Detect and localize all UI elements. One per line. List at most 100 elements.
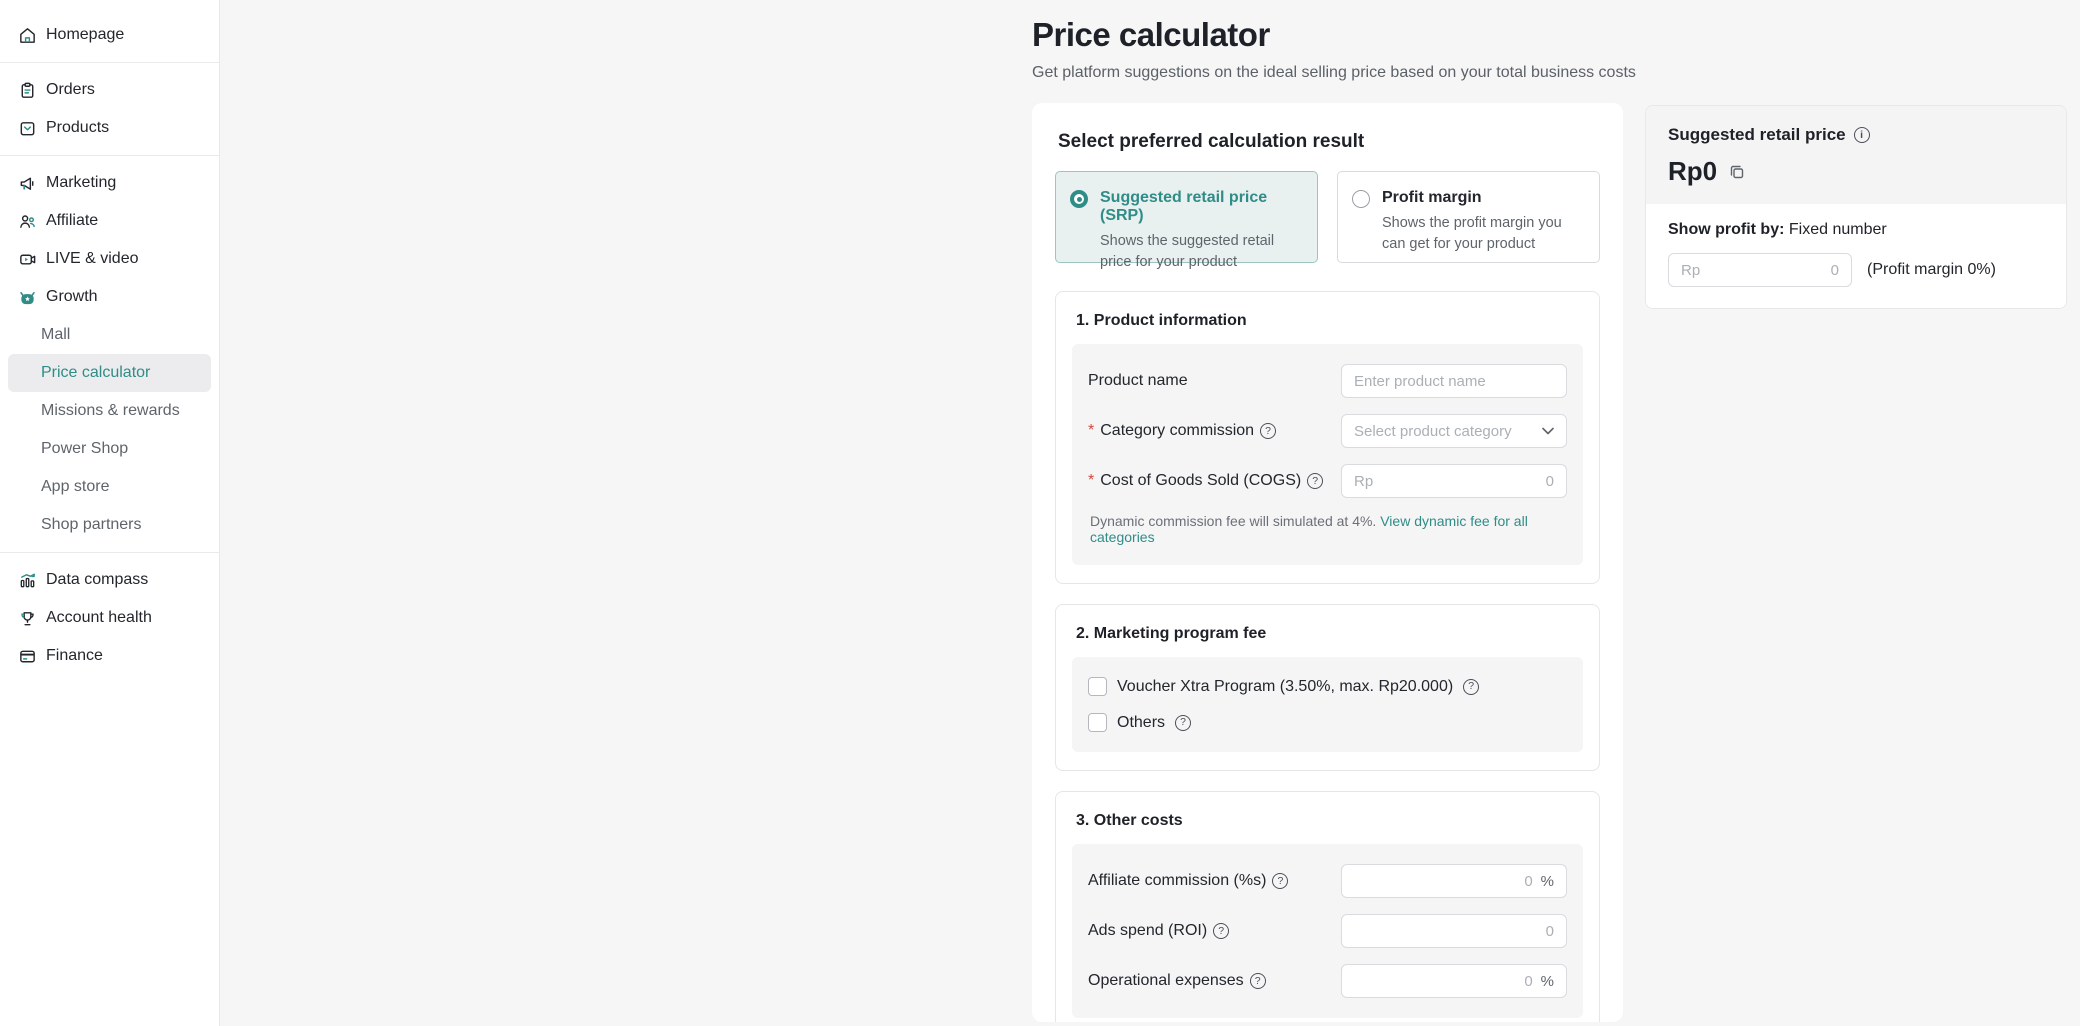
cogs-input[interactable]: Rp 0 [1341,464,1567,498]
sidebar-item-finance[interactable]: Finance [0,637,219,675]
marketing-fee-form: Voucher Xtra Program (3.50%, max. Rp20.0… [1072,657,1583,752]
sidebar-item-mall[interactable]: Mall [0,316,219,354]
sidebar-item-label: Account health [46,609,152,626]
copy-icon[interactable] [1728,163,1746,181]
show-profit-by-value[interactable]: Fixed number [1784,221,1887,238]
sidebar-item-label: Price calculator [41,364,151,381]
section-title: 1. Product information [1076,312,1247,329]
orders-icon [17,80,37,100]
others-checkbox[interactable] [1088,713,1107,732]
select-placeholder: Select product category [1354,422,1512,440]
section-other-costs: 3. Other costs Affiliate commission (%s)… [1055,791,1600,1022]
voucher-xtra-checkbox[interactable] [1088,677,1107,696]
sidebar-item-missions-rewards[interactable]: Missions & rewards [0,392,219,430]
ads-spend-input[interactable]: 0 [1341,914,1567,948]
other-costs-form: Affiliate commission (%s) ? 0 % Ads spen… [1072,844,1583,1018]
product-name-input[interactable] [1341,364,1567,398]
label-text: Cost of Goods Sold (COGS) [1100,472,1302,489]
sidebar-item-products[interactable]: Products [0,109,219,147]
sidebar-item-account-health[interactable]: Account health [0,599,219,637]
summary-bottom: Show profit by: Fixed number Rp 0 (Profi… [1646,204,2066,308]
option-title: Profit margin [1382,189,1482,206]
option-texts: Profit margin Shows the profit margin yo… [1382,189,1585,255]
sidebar-item-label: App store [41,478,110,495]
sidebar-item-power-shop[interactable]: Power Shop [0,430,219,468]
sidebar-item-orders[interactable]: Orders [0,71,219,109]
form-row-cogs: * Cost of Goods Sold (COGS) ? Rp 0 [1088,464,1567,498]
account-health-icon [17,608,37,628]
option-profit-margin[interactable]: Profit margin Shows the profit margin yo… [1337,171,1600,263]
page-header: Price calculator Get platform suggestion… [1032,16,1636,82]
sidebar-item-shop-partners[interactable]: Shop partners [0,506,219,544]
label-text: Operational expenses [1088,972,1244,989]
section-title: 3. Other costs [1076,812,1183,829]
sidebar-item-label: Marketing [46,174,117,191]
sidebar-item-app-store[interactable]: App store [0,468,219,506]
sidebar-item-live-video[interactable]: LIVE & video [0,240,219,278]
sidebar-item-label: Affiliate [46,212,99,229]
operational-expenses-input[interactable]: 0 % [1341,964,1567,998]
help-icon[interactable]: ? [1213,923,1230,939]
sidebar-item-label: Homepage [46,26,125,43]
input-placeholder: 0 [1545,472,1554,490]
summary-title: Suggested retail price [1668,125,1846,144]
sidebar-item-price-calculator[interactable]: Price calculator [8,354,211,392]
info-icon[interactable]: i [1853,127,1870,143]
form-row-ads-spend: Ads spend (ROI) ? 0 [1088,914,1567,948]
help-icon[interactable]: ? [1307,473,1324,489]
affiliate-commission-input[interactable]: 0 % [1341,864,1567,898]
ads-spend-label: Ads spend (ROI) ? [1088,922,1230,940]
others-row: Others ? [1088,713,1567,732]
sidebar-item-marketing[interactable]: Marketing [0,164,219,202]
required-mark: * [1088,472,1095,489]
required-mark: * [1088,422,1095,439]
sidebar-item-label: Data compass [46,571,149,588]
page-title: Price calculator [1032,16,1270,53]
help-icon[interactable]: ? [1272,873,1289,889]
sidebar-divider [0,155,219,156]
suggested-retail-price-card: Suggested retail price i Rp0 Show profit… [1645,105,2067,309]
option-suggested-retail-price[interactable]: Suggested retail price (SRP) Shows the s… [1055,171,1318,270]
input-prefix: Rp [1354,472,1374,490]
profit-amount-input[interactable]: Rp 0 [1668,253,1852,287]
calculator-panel: Select preferred calculation result Sugg… [1032,103,1623,1022]
sidebar-item-growth[interactable]: Growth [0,278,219,316]
summary-value-row: Rp0 [1668,156,2044,187]
view-dynamic-fee-link[interactable]: View dynamic fee for all categories [1090,513,1528,545]
profit-margin-note: (Profit margin 0%) [1867,261,1996,278]
option-title: Suggested retail price (SRP) [1100,189,1268,224]
radio-unselected-icon[interactable] [1352,190,1370,208]
input-suffix: % [1540,872,1554,890]
affiliate-commission-label: Affiliate commission (%s) ? [1088,872,1289,890]
sidebar-item-label: Orders [46,81,95,98]
label-text: Product name [1088,372,1188,389]
input-placeholder: 0 [1545,922,1554,940]
affiliate-icon [17,211,37,231]
sidebar-item-homepage[interactable]: Homepage [0,16,219,54]
help-icon[interactable]: ? [1175,714,1192,731]
calculation-result-options: Suggested retail price (SRP) Shows the s… [1055,171,1600,270]
sidebar-item-affiliate[interactable]: Affiliate [0,202,219,240]
sidebar-item-label: Missions & rewards [41,402,180,419]
help-icon[interactable]: ? [1249,973,1266,989]
page-subtitle: Get platform suggestions on the ideal se… [1032,64,1636,81]
option-texts: Suggested retail price (SRP) Shows the s… [1100,189,1303,273]
label-text: Category commission [1100,422,1255,439]
voucher-xtra-row: Voucher Xtra Program (3.50%, max. Rp20.0… [1088,677,1567,696]
sidebar-item-data-compass[interactable]: Data compass [0,561,219,599]
radio-selected-icon[interactable] [1070,190,1088,208]
section-product-information: 1. Product information Product name * Cat… [1055,291,1600,584]
show-profit-by-label: Show profit by: [1668,221,1785,238]
chevron-down-icon [1542,427,1554,435]
section-title: 2. Marketing program fee [1076,625,1267,642]
form-row-affiliate-commission: Affiliate commission (%s) ? 0 % [1088,864,1567,898]
sidebar-item-label: Mall [41,326,71,343]
note-text: Dynamic commission fee will simulated at… [1090,513,1377,529]
help-icon[interactable]: ? [1463,678,1480,695]
marketing-icon [17,173,37,193]
category-select[interactable]: Select product category [1341,414,1567,448]
form-row-operational-expenses: Operational expenses ? 0 % [1088,964,1567,998]
input-placeholder: 0 [1524,872,1533,890]
section-marketing-program-fee: 2. Marketing program fee Voucher Xtra Pr… [1055,604,1600,771]
help-icon[interactable]: ? [1260,423,1277,439]
